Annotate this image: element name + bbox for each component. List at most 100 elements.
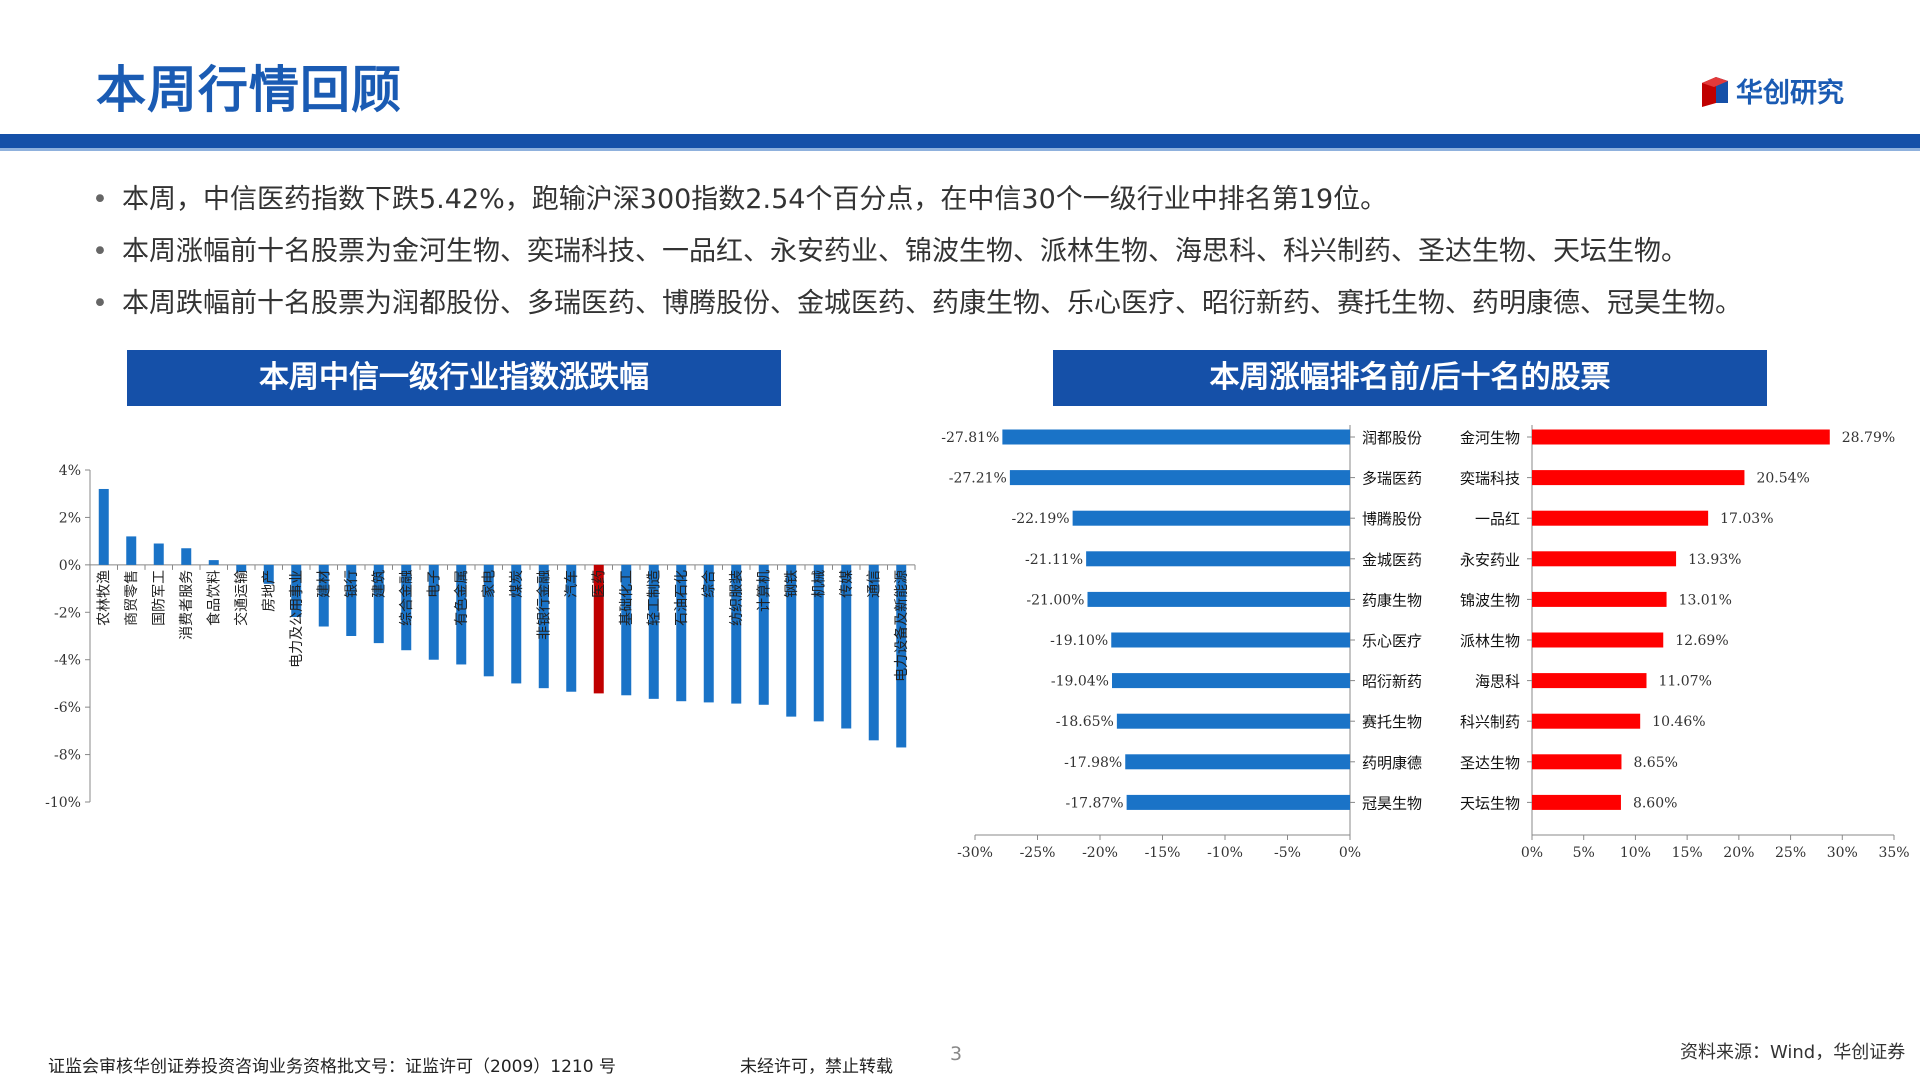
bar	[566, 564, 577, 692]
category-label: 金河生物	[1460, 429, 1520, 447]
value-label: 13.01%	[1679, 592, 1732, 608]
category-label: 润都股份	[1362, 429, 1422, 447]
bullet-item: • 本周涨幅前十名股票为金河生物、奕瑞科技、一品红、永安药业、锦波生物、派林生物、…	[92, 226, 1742, 278]
x-tick-label: 25%	[1775, 845, 1806, 861]
bullet-item: • 本周跌幅前十名股票为润都股份、多瑞医药、博腾股份、金城医药、药康生物、乐心医疗…	[92, 278, 1742, 330]
y-tick-label: -4%	[54, 653, 81, 669]
y-tick-label: 4%	[59, 463, 81, 479]
x-category-label: 石油石化	[674, 570, 690, 626]
category-label: 圣达生物	[1460, 754, 1520, 772]
bar	[153, 543, 164, 565]
value-label: 28.79%	[1842, 430, 1895, 446]
x-tick-label: 35%	[1878, 845, 1909, 861]
x-category-label: 医药	[592, 570, 608, 598]
category-label: 永安药业	[1460, 551, 1520, 569]
bar	[428, 564, 439, 660]
category-label: 冠昊生物	[1362, 794, 1422, 812]
bar	[1002, 429, 1350, 445]
x-tick-label: -20%	[1082, 845, 1118, 861]
category-label: 奕瑞科技	[1460, 470, 1520, 488]
brand-logo: 华创研究	[1700, 70, 1844, 110]
category-label: 天坛生物	[1460, 794, 1520, 812]
summary-bullets: • 本周，中信医药指数下跌5.42%，跑输沪深300指数2.54个百分点，在中信3…	[92, 174, 1742, 330]
value-label: 11.07%	[1658, 674, 1711, 690]
x-category-label: 食品饮料	[206, 570, 223, 626]
bar	[1532, 673, 1647, 689]
x-tick-label: 0%	[1339, 845, 1361, 861]
x-tick-label: -5%	[1274, 845, 1301, 861]
logo-text: 华创研究	[1736, 77, 1844, 109]
top-losers-chart: -30% -25% -20% -15% -10% -5% 0% -27.81% 润都股份 -27.…	[941, 425, 1422, 861]
category-label: 昭衍新药	[1362, 673, 1422, 691]
category-label: 金城医药	[1362, 551, 1422, 569]
bar	[401, 564, 412, 651]
x-category-label: 煤炭	[509, 570, 525, 598]
bar	[1532, 591, 1667, 607]
x-tick-label: -25%	[1020, 845, 1056, 861]
category-label: 派林生物	[1460, 632, 1520, 650]
x-category-label: 房地产	[262, 570, 278, 612]
bar	[181, 548, 192, 565]
value-label: -19.04%	[1051, 674, 1109, 690]
x-category-label: 综合金融	[399, 570, 415, 626]
value-label: -17.87%	[1066, 795, 1124, 811]
bar	[1086, 551, 1350, 567]
x-category-label: 电力设备及新能源	[893, 570, 910, 682]
category-label: 药明康德	[1362, 754, 1422, 772]
bar	[1111, 632, 1350, 648]
x-category-label: 非银行金融	[537, 570, 553, 640]
x-tick-label: -15%	[1145, 845, 1181, 861]
y-tick-label: -10%	[45, 795, 81, 811]
y-tick-label: 0%	[59, 558, 81, 574]
value-label: -18.65%	[1056, 714, 1114, 730]
value-label: 12.69%	[1675, 633, 1728, 649]
category-label: 科兴制药	[1460, 713, 1520, 731]
bar	[208, 560, 219, 565]
bar	[1532, 510, 1709, 526]
bar	[1532, 713, 1641, 729]
license-text: 证监会审核华创证券投资咨询业务资格批文号：证监许可（2009）1210 号	[48, 1057, 616, 1077]
value-label: -21.00%	[1026, 592, 1084, 608]
x-category-label: 家电	[481, 570, 498, 598]
y-tick-label: -6%	[54, 700, 81, 716]
x-tick-label: 15%	[1672, 845, 1703, 861]
x-category-label: 通信	[867, 570, 883, 598]
x-category-label: 电力及公用事业	[289, 570, 305, 668]
value-label: -27.81%	[941, 430, 999, 446]
bar	[126, 536, 137, 565]
x-tick-label: 20%	[1723, 845, 1754, 861]
bar	[1009, 470, 1350, 486]
bar	[263, 564, 274, 584]
copyright-notice: 未经许可，禁止转载	[740, 1057, 893, 1077]
category-label: 海思科	[1475, 673, 1520, 691]
x-tick-label: 30%	[1827, 845, 1858, 861]
category-label: 赛托生物	[1362, 713, 1422, 731]
industry-chart-banner: 本周中信一级行业指数涨跌幅	[127, 350, 781, 406]
bar	[813, 564, 824, 722]
value-label: -27.21%	[949, 471, 1007, 487]
bar	[511, 564, 522, 684]
bar	[703, 564, 714, 703]
x-category-label: 有色金属	[453, 570, 470, 626]
logo-cube-icon	[1702, 77, 1728, 107]
bar	[236, 564, 247, 572]
bar	[786, 564, 797, 717]
x-category-label: 商贸零售	[124, 570, 140, 626]
x-tick-label: 5%	[1573, 845, 1595, 861]
bar	[1116, 713, 1350, 729]
x-category-label: 传媒	[839, 570, 855, 598]
bar	[1532, 754, 1622, 770]
value-label: 10.46%	[1652, 714, 1705, 730]
bullet-dot-icon: •	[92, 184, 108, 215]
bar	[291, 564, 302, 618]
x-category-label: 农林牧渔	[97, 570, 113, 626]
bar	[483, 564, 494, 677]
category-label: 乐心医疗	[1362, 632, 1422, 650]
x-category-label: 计算机	[757, 570, 773, 612]
industry-index-chart: 4% 2% 0% -2% -4% -6% -8% -10% 农林牧渔 商贸零售 国防军工 消费者服务食…	[45, 463, 916, 811]
x-tick-label: 0%	[1521, 845, 1543, 861]
bar	[1532, 429, 1830, 445]
y-tick-label: -2%	[54, 605, 81, 621]
value-label: 17.03%	[1720, 511, 1773, 527]
bar	[868, 564, 879, 741]
